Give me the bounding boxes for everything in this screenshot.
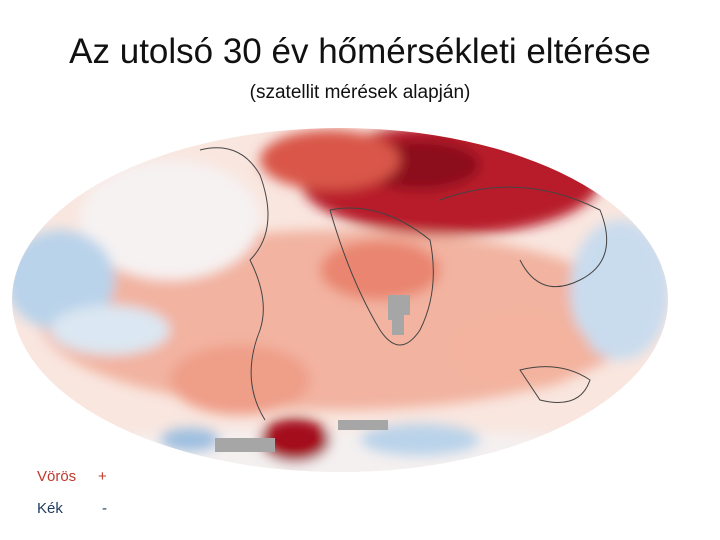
legend-sign: -	[102, 500, 107, 517]
legend-label: Vörös	[37, 468, 77, 485]
subtitle: (szatellit mérések alapján)	[249, 82, 471, 103]
legend-label: Kék	[37, 500, 63, 517]
title: Az utolsó 30 év hőmérsékleti eltérése	[69, 32, 651, 71]
legend-sign: +	[98, 468, 107, 485]
